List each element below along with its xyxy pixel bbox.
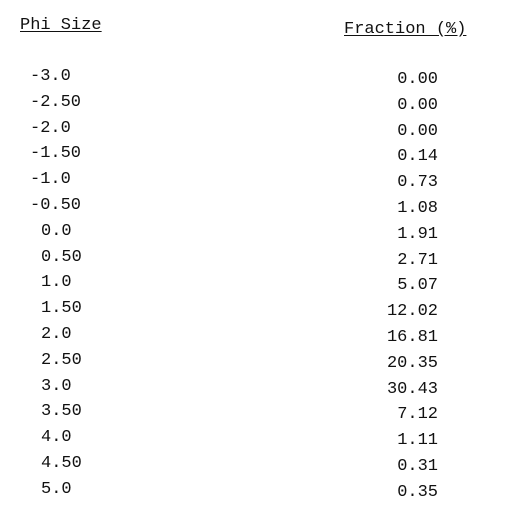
fraction-cell: 1.11 [397, 431, 438, 451]
fraction-cell: 16.81 [386, 327, 438, 347]
phi-cell: 4.0 [41, 428, 72, 448]
phi-cell: 0.50 [41, 247, 82, 267]
fraction-cell: 0.14 [397, 147, 438, 167]
fraction-cell: 7.12 [397, 405, 438, 425]
phi-cell: 0.0 [41, 221, 72, 241]
fraction-cell: 1.91 [397, 224, 438, 244]
phi-size-column: -3.0 -2.50 -2.0 -1.50 -1.0 -0.50 0.0 0.5… [30, 67, 140, 506]
fraction-cell: 0.31 [397, 456, 438, 476]
fraction-column: 0.00 0.00 0.00 0.14 0.73 1.08 1.91 2.71 … [330, 67, 438, 506]
phi-cell: 1.50 [41, 299, 82, 319]
fraction-cell: 5.07 [397, 276, 438, 296]
fraction-cell: 30.43 [386, 379, 438, 399]
fraction-cell: 0.00 [397, 95, 438, 115]
phi-size-header: Phi Size [20, 16, 102, 35]
fraction-cell: 20.35 [386, 353, 438, 373]
phi-cell: -0.50 [30, 195, 82, 215]
phi-cell: 5.0 [41, 479, 72, 499]
phi-cell: -3.0 [30, 67, 71, 86]
fraction-cell: 0.00 [397, 121, 438, 141]
phi-cell: 3.0 [41, 376, 72, 396]
fraction-cell: 0.35 [397, 482, 438, 502]
fraction-cell: 1.08 [397, 198, 438, 218]
phi-cell: -1.50 [30, 144, 82, 164]
phi-cell: 2.0 [41, 324, 72, 344]
phi-cell: 4.50 [41, 453, 82, 473]
phi-cell: 2.50 [41, 350, 82, 370]
phi-cell: -1.0 [30, 170, 71, 190]
fraction-header: Fraction (%) [344, 20, 467, 39]
fraction-cell: 12.02 [386, 302, 438, 322]
phi-cell: 3.50 [41, 402, 82, 422]
phi-cell: -2.50 [30, 92, 82, 112]
fraction-cell: 0.00 [397, 70, 438, 89]
fraction-cell: 0.73 [397, 173, 438, 193]
phi-cell: -2.0 [30, 118, 71, 138]
phi-cell: 1.0 [41, 273, 72, 293]
fraction-cell: 2.71 [397, 250, 438, 270]
